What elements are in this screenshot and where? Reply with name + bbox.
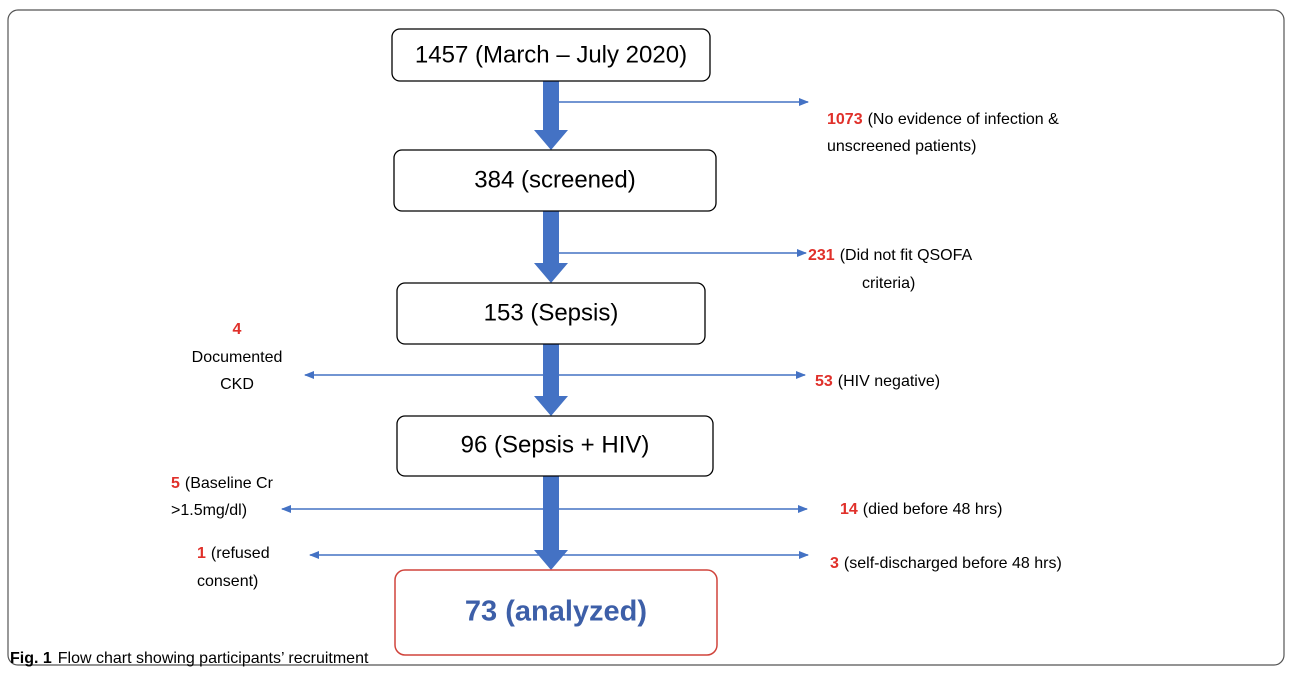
text: CKD	[220, 376, 254, 393]
text: (HIV negative)	[838, 373, 940, 390]
node-label: 73 (analyzed)	[465, 596, 647, 628]
exclusion: 53 (HIV negative)	[815, 373, 940, 390]
text: (No evidence of infection &	[868, 111, 1060, 128]
node-label: 384 (screened)	[474, 166, 635, 193]
exclusion: 231 (Did not fit QSOFA criteria)	[808, 247, 973, 292]
caption-text: Flow chart showing participants’ recruit…	[58, 650, 369, 667]
text: (Baseline Cr	[185, 475, 274, 492]
node-label: 1457 (March – July 2020)	[415, 41, 687, 68]
count: 231	[808, 247, 835, 264]
count: 1073	[827, 111, 863, 128]
exclusion: 1073 (No evidence of infection & unscreene…	[827, 111, 1059, 155]
count: 4	[233, 321, 242, 338]
count: 53	[815, 373, 833, 390]
text: >1.5mg/dl)	[171, 502, 247, 519]
text: Documented	[192, 349, 283, 366]
node-label: 96 (Sepsis + HIV)	[461, 431, 650, 458]
node-box	[396, 282, 706, 345]
text: criteria)	[862, 275, 915, 292]
text: (Did not fit QSOFA	[840, 247, 973, 264]
text: (self-discharged before 48 hrs)	[844, 555, 1062, 572]
count: 1	[197, 545, 206, 562]
main-arrows	[534, 81, 568, 570]
count: 14	[840, 501, 858, 518]
exclusion: 3 (self-discharged before 48 hrs)	[830, 555, 1062, 572]
node-box	[393, 149, 717, 212]
node-box	[394, 569, 718, 656]
exclusion: 4 Documented CKD	[192, 321, 283, 393]
count: 5	[171, 475, 180, 492]
side-arrows	[281, 98, 809, 559]
text: (died before 48 hrs)	[863, 501, 1003, 518]
text: consent)	[197, 573, 258, 590]
text: (refused	[211, 545, 270, 562]
exclusion: 14 (died before 48 hrs)	[840, 501, 1002, 518]
exclusion: 1 (refused consent)	[197, 545, 270, 590]
node-label: 153 (Sepsis)	[484, 299, 619, 326]
frame	[7, 9, 1285, 666]
node-box	[396, 415, 714, 477]
caption: Fig. 1 Flow chart showing participants’ r…	[10, 650, 369, 667]
exclusion: 5 (Baseline Cr >1.5mg/dl)	[171, 475, 274, 519]
caption-label: Fig. 1	[10, 650, 52, 667]
count: 3	[830, 555, 839, 572]
text: unscreened patients)	[827, 138, 976, 155]
node-box	[391, 28, 711, 82]
